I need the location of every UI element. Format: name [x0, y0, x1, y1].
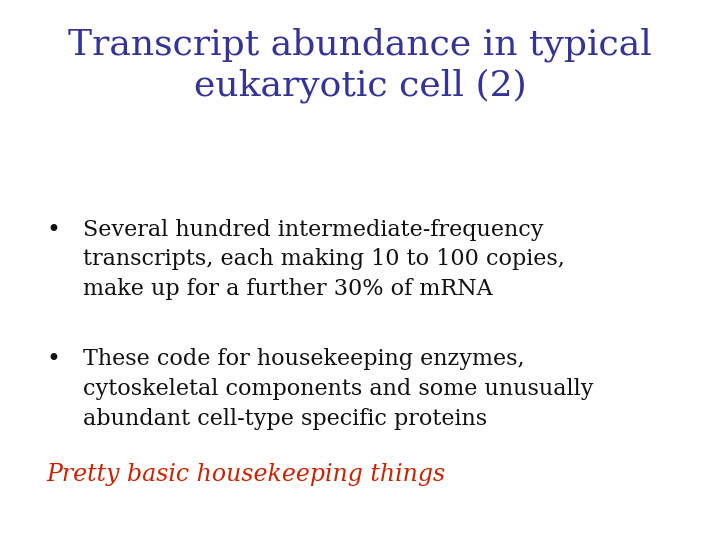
Text: Pretty basic housekeeping things: Pretty basic housekeeping things: [47, 463, 446, 486]
Text: Several hundred intermediate-frequency
transcripts, each making 10 to 100 copies: Several hundred intermediate-frequency t…: [83, 219, 564, 300]
Text: These code for housekeeping enzymes,
cytoskeletal components and some unusually
: These code for housekeeping enzymes, cyt…: [83, 348, 593, 430]
Text: Transcript abundance in typical
eukaryotic cell (2): Transcript abundance in typical eukaryot…: [68, 27, 652, 103]
Text: •: •: [47, 348, 60, 372]
Text: •: •: [47, 219, 60, 242]
